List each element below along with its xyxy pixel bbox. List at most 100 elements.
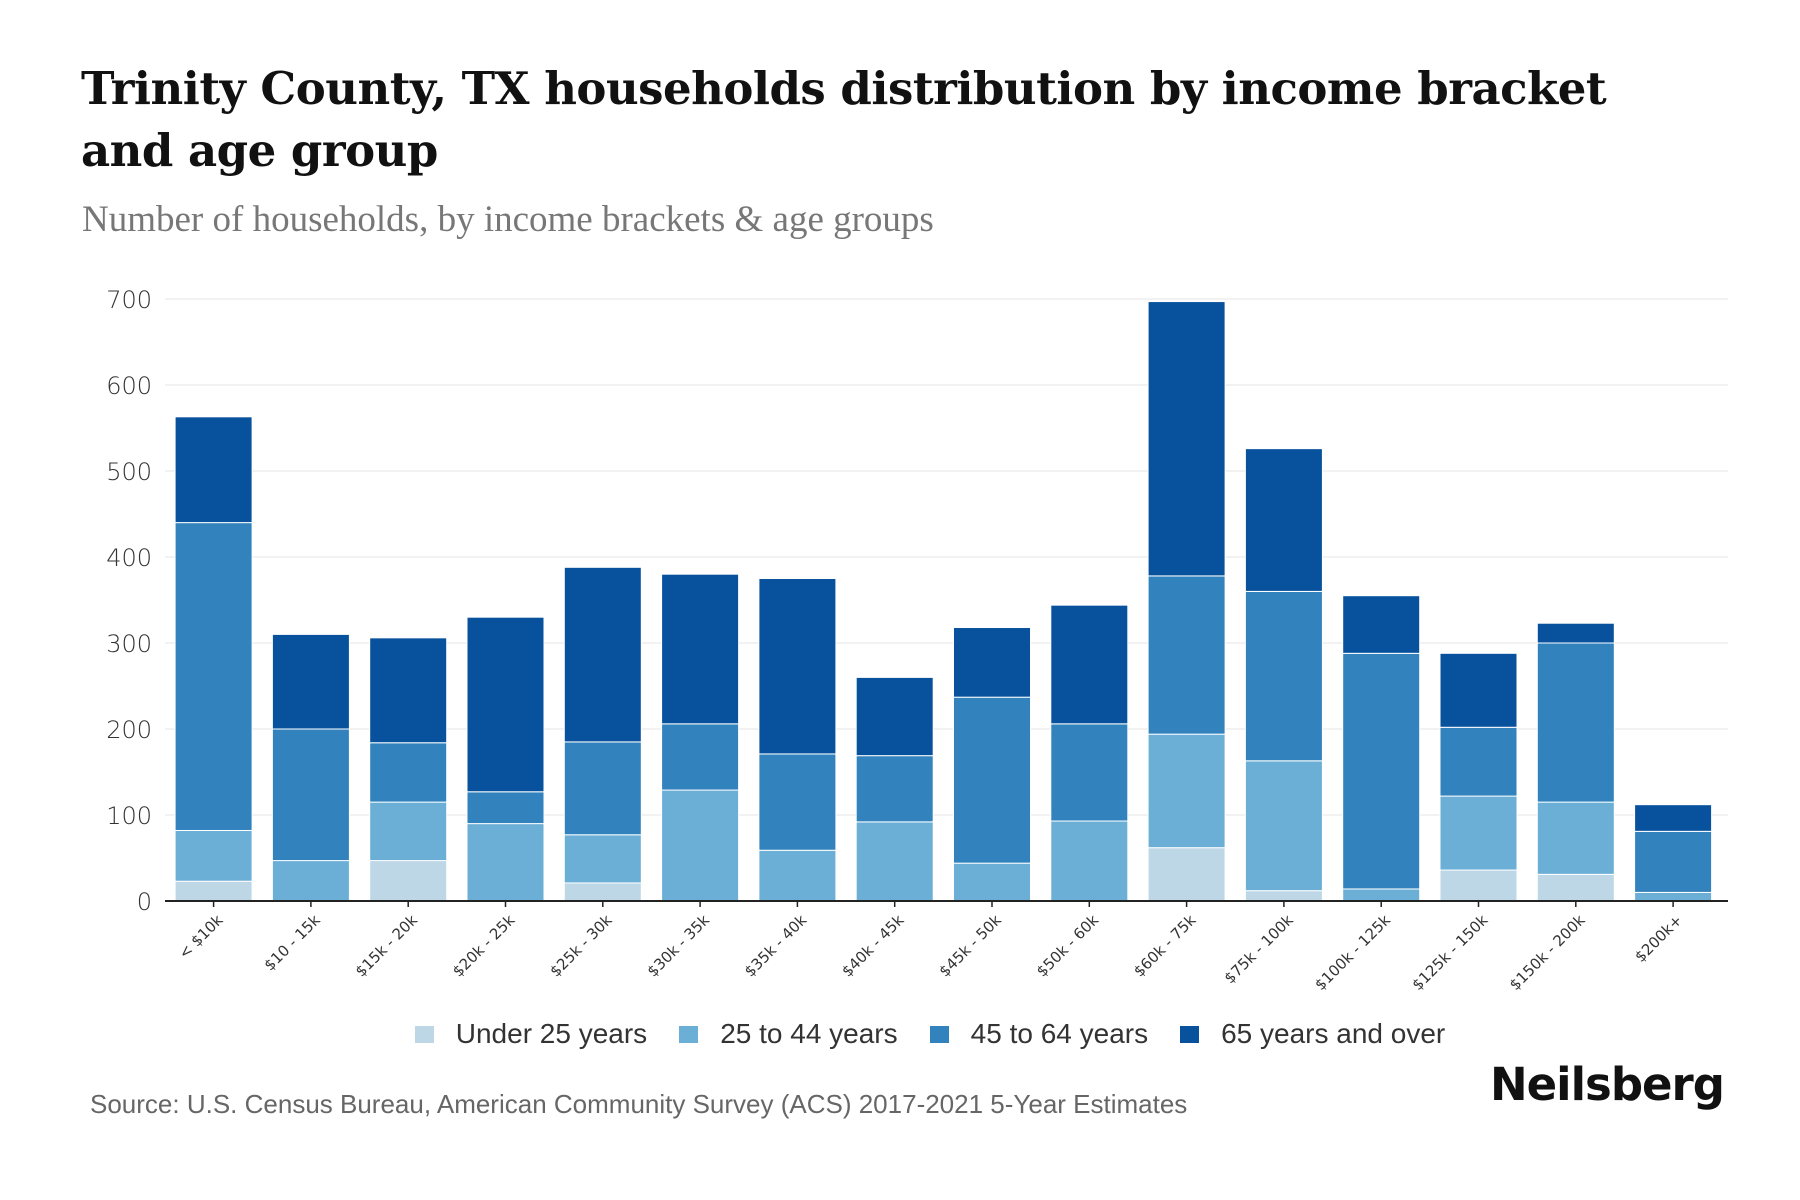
- legend-label: Under 25 years: [455, 1018, 648, 1049]
- y-tick-label: 200: [106, 716, 152, 744]
- bar-segment-45-to-64-years[interactable]: [1050, 723, 1129, 822]
- bar-segment-65-years-and-over[interactable]: [563, 566, 642, 743]
- legend-item-under-25[interactable]: Under 25 years: [414, 1018, 648, 1050]
- bar-segment-25-to-44-years[interactable]: [563, 834, 642, 884]
- bar-segment-65-years-and-over[interactable]: [1147, 301, 1226, 577]
- bar-segment-under-25-years[interactable]: [1439, 869, 1518, 902]
- bar-segment-45-to-64-years[interactable]: [661, 723, 740, 791]
- bar-segment-25-to-44-years[interactable]: [174, 829, 253, 882]
- bar-stack[interactable]: [953, 627, 1031, 902]
- bar-stack[interactable]: [1342, 595, 1421, 902]
- bar-stack[interactable]: [271, 633, 350, 902]
- bar-segment-45-to-64-years[interactable]: [271, 728, 350, 862]
- legend-item-45-64[interactable]: 45 to 64 years: [929, 1018, 1149, 1050]
- legend-swatch: [414, 1025, 434, 1043]
- x-tick-label: $150k - 200k: [1506, 911, 1589, 994]
- bar-segment-25-to-44-years[interactable]: [661, 789, 740, 902]
- bar-segment-45-to-64-years[interactable]: [953, 696, 1031, 864]
- bar-stack[interactable]: [369, 637, 448, 902]
- bar-segment-65-years-and-over[interactable]: [661, 573, 740, 725]
- bar-segment-25-to-44-years[interactable]: [1050, 820, 1129, 902]
- bar-segment-25-to-44-years[interactable]: [466, 823, 545, 902]
- legend-item-25-44[interactable]: 25 to 44 years: [679, 1018, 898, 1050]
- bar-segment-65-years-and-over[interactable]: [1342, 595, 1421, 654]
- bar-segment-65-years-and-over[interactable]: [1536, 622, 1615, 644]
- bar-segment-45-to-64-years[interactable]: [758, 753, 837, 851]
- bar-segment-45-to-64-years[interactable]: [1439, 726, 1518, 797]
- bar-segment-65-years-and-over[interactable]: [953, 627, 1031, 698]
- bar-segment-65-years-and-over[interactable]: [466, 616, 545, 793]
- bar-stack[interactable]: [661, 573, 740, 902]
- bar-segment-25-to-44-years[interactable]: [1439, 795, 1518, 871]
- bar-segment-25-to-44-years[interactable]: [1536, 801, 1615, 875]
- bar-segment-45-to-64-years[interactable]: [1244, 590, 1323, 762]
- bar-segment-45-to-64-years[interactable]: [1342, 652, 1421, 890]
- bar-segment-25-to-44-years[interactable]: [855, 821, 934, 902]
- bar-stack[interactable]: [758, 578, 837, 902]
- x-axis: [165, 900, 1728, 907]
- bar-segment-45-to-64-years[interactable]: [369, 742, 448, 803]
- y-axis-ticks: 0 100 200 300 400 500 600 700: [106, 286, 152, 916]
- legend-swatch: [929, 1025, 949, 1043]
- bar-segment-45-to-64-years[interactable]: [855, 755, 934, 823]
- bar-segment-65-years-and-over[interactable]: [174, 416, 253, 524]
- bar-segment-under-25-years[interactable]: [369, 860, 448, 902]
- bar-segment-45-to-64-years[interactable]: [466, 791, 545, 825]
- bar-stack[interactable]: [1439, 652, 1518, 902]
- bar-segment-45-to-64-years[interactable]: [1634, 830, 1713, 893]
- bar-segment-65-years-and-over[interactable]: [1050, 604, 1129, 725]
- legend-label: 45 to 64 years: [970, 1018, 1149, 1049]
- bar-stack[interactable]: [855, 676, 934, 902]
- bar-segment-under-25-years[interactable]: [1147, 847, 1226, 902]
- bar-stack[interactable]: [174, 416, 253, 902]
- bar-segment-under-25-years[interactable]: [174, 880, 253, 902]
- x-tick-label: $10 - 15k: [261, 911, 324, 974]
- bar-segment-65-years-and-over[interactable]: [1439, 652, 1518, 728]
- x-tick-label: $45k - 50k: [935, 911, 1005, 981]
- bar-segment-25-to-44-years[interactable]: [1342, 888, 1421, 902]
- chart-title: Trinity County, TX households distributi…: [81, 62, 1607, 177]
- bar-segment-45-to-64-years[interactable]: [1147, 575, 1226, 735]
- bar-segment-25-to-44-years[interactable]: [758, 849, 837, 902]
- x-tick-label: $60k - 75k: [1130, 911, 1200, 981]
- neilsberg-logo[interactable]: Neilsberg: [1490, 1058, 1725, 1111]
- legend-swatch: [679, 1025, 699, 1043]
- x-tick-label: $200k+: [1631, 911, 1686, 966]
- bar-stack[interactable]: [1244, 448, 1323, 902]
- legend-item-65-plus[interactable]: 65 years and over: [1180, 1018, 1445, 1050]
- bar-segment-under-25-years[interactable]: [563, 882, 642, 902]
- x-tick-label: $30k - 35k: [644, 911, 714, 981]
- bar-segment-25-to-44-years[interactable]: [1147, 733, 1226, 849]
- y-tick-label: 700: [106, 286, 152, 314]
- x-tick-label: $35k - 40k: [741, 911, 811, 981]
- bar-segment-45-to-64-years[interactable]: [563, 741, 642, 836]
- bar-stack[interactable]: [1147, 301, 1226, 902]
- bar-segment-25-to-44-years[interactable]: [1634, 891, 1713, 902]
- bar-segment-under-25-years[interactable]: [1536, 873, 1615, 902]
- bar-segment-25-to-44-years[interactable]: [1244, 760, 1323, 892]
- bar-stack[interactable]: [1050, 604, 1129, 902]
- legend-swatch: [1180, 1025, 1200, 1043]
- bar-stack[interactable]: [563, 566, 642, 902]
- bar-segment-65-years-and-over[interactable]: [855, 676, 934, 757]
- x-axis-tick-labels: < $10k $10 - 15k $15k - 20k $20k - 25k $25k …: [175, 911, 1686, 994]
- x-tick-label: $75k - 100k: [1221, 911, 1297, 987]
- bar-stack[interactable]: [466, 616, 545, 902]
- bar-segment-45-to-64-years[interactable]: [174, 522, 253, 831]
- bar-segment-65-years-and-over[interactable]: [758, 578, 837, 755]
- y-tick-label: 300: [106, 630, 152, 658]
- bar-segment-65-years-and-over[interactable]: [271, 633, 350, 730]
- bar-segment-65-years-and-over[interactable]: [1634, 804, 1713, 832]
- stacked-bar-chart: 0 100 200 300 400 500 600 700 < $10k $10 - 15k $1…: [106, 286, 1728, 994]
- legend-label: 25 to 44 years: [720, 1018, 898, 1049]
- bar-segment-25-to-44-years[interactable]: [369, 801, 448, 862]
- bar-segment-65-years-and-over[interactable]: [369, 637, 448, 744]
- bar-stack[interactable]: [1634, 804, 1713, 902]
- bar-segment-25-to-44-years[interactable]: [953, 862, 1031, 902]
- bar-stack[interactable]: [1536, 622, 1615, 902]
- bar-segment-under-25-years[interactable]: [1244, 890, 1323, 902]
- bar-segment-45-to-64-years[interactable]: [1536, 642, 1615, 803]
- bar-segment-65-years-and-over[interactable]: [1244, 448, 1323, 592]
- source-note: Source: U.S. Census Bureau, American Com…: [90, 1089, 1188, 1119]
- bar-segment-25-to-44-years[interactable]: [271, 860, 350, 902]
